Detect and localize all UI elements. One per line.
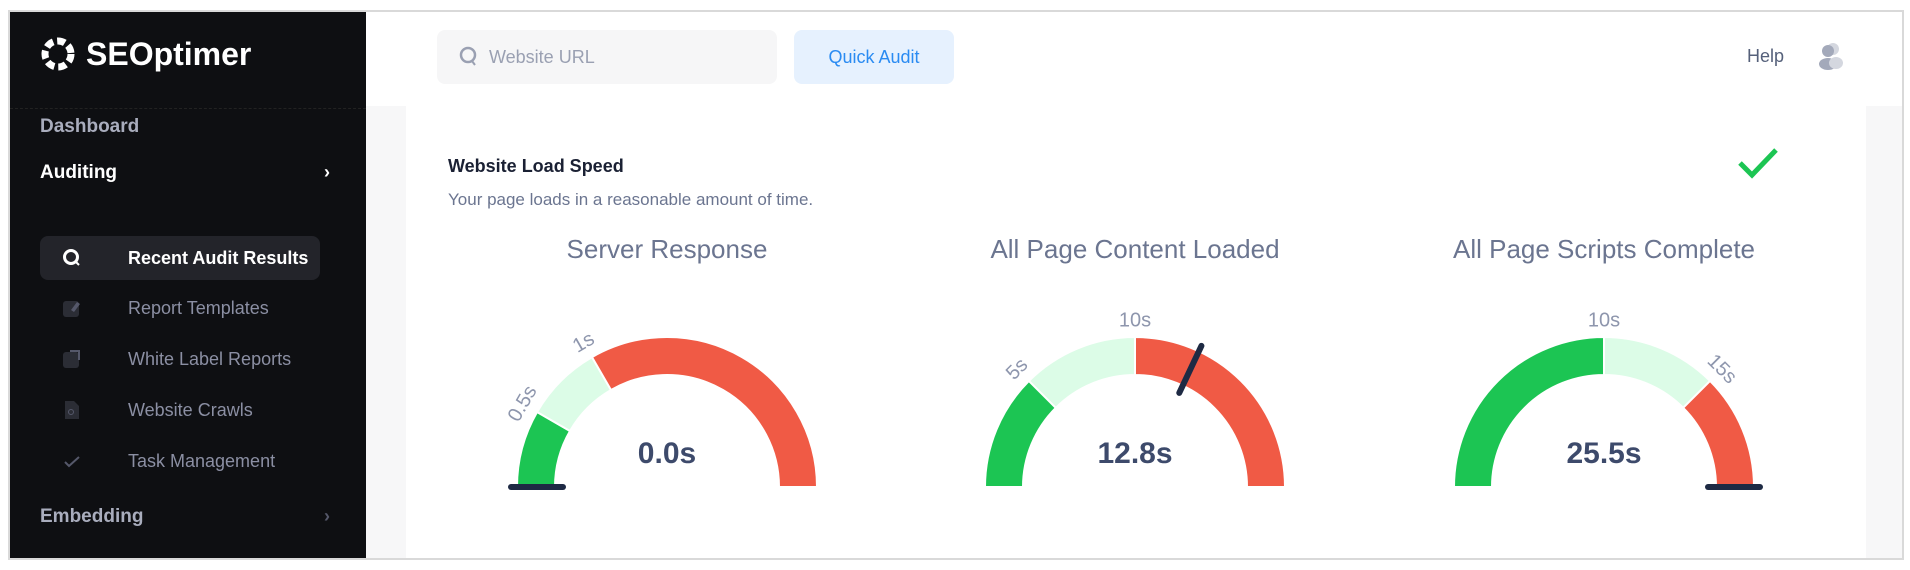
gear-logo-icon (41, 37, 75, 71)
gauge-tick-label: 1s (569, 328, 598, 358)
gauge-segment-bad (590, 336, 819, 488)
user-avatar-icon[interactable] (1818, 42, 1844, 70)
sidebar-item-recent-audit-results[interactable]: Recent Audit Results (40, 236, 320, 280)
gauge-value: 12.8s (1097, 437, 1172, 470)
gauge-title-content-loaded: All Page Content Loaded (990, 234, 1280, 264)
gauge-segment-bad (1134, 335, 1287, 488)
check-icon (64, 456, 80, 468)
brand-name: SEOptimer (86, 35, 252, 72)
label: White Label Reports (128, 348, 292, 369)
gauge-segment-ok (1027, 335, 1136, 410)
search-placeholder: Website URL (489, 46, 595, 67)
sidebar-item-task-management[interactable]: Task Management (40, 439, 320, 483)
sidebar-item-embedding[interactable]: Embedding › (40, 506, 330, 528)
check-pass-icon (1738, 148, 1778, 179)
quick-audit-button[interactable]: Quick Audit (794, 30, 954, 84)
logo[interactable]: SEOptimer (36, 32, 251, 76)
label: Embedding (40, 506, 144, 527)
divider (10, 108, 366, 109)
sidebar-item-white-label-reports[interactable]: White Label Reports (40, 337, 320, 381)
search-icon (459, 46, 477, 66)
gauge-segment-bad (1681, 379, 1756, 488)
card-subtitle: Your page loads in a reasonable amount o… (448, 190, 814, 209)
report-icon (63, 350, 80, 368)
chevron-right-icon: › (324, 506, 330, 526)
sidebar-item-dashboard[interactable]: Dashboard (40, 116, 139, 138)
app-window: SEOptimer Dashboard Auditing › Recent Aud… (8, 10, 1904, 560)
gauge-value: 0.0s (638, 437, 696, 470)
edit-icon (63, 301, 80, 317)
gauge-tick-label: 10s (1119, 309, 1151, 331)
gauge-tick-label: 10s (1588, 309, 1620, 331)
website-load-speed-card: Website Load Speed Your page loads in a … (406, 106, 1866, 558)
card-title: Website Load Speed (448, 156, 624, 176)
gauge-tick-label: 5s (1002, 354, 1032, 384)
sidebar-item-website-crawls[interactable]: Website Crawls (40, 388, 320, 432)
sidebar-item-report-templates[interactable]: Report Templates (40, 286, 320, 330)
gauge-needle (1176, 342, 1205, 396)
label: Dashboard (40, 116, 140, 137)
chevron-right-icon: › (324, 162, 330, 182)
label: Auditing (40, 162, 118, 183)
crawl-icon (65, 401, 79, 419)
sidebar-item-auditing[interactable]: Auditing › (40, 162, 330, 184)
gauge-title-scripts-complete: All Page Scripts Complete (1452, 234, 1756, 264)
label: Task Management (128, 450, 276, 471)
gauge-content-loaded: 5s 10s 12.8s (983, 309, 1287, 488)
label: Report Templates (128, 297, 269, 318)
top-bar: Website URL Quick Audit Help (366, 12, 1902, 106)
gauge-title-server-response: Server Response (566, 234, 768, 264)
gauge-value: 25.5s (1566, 437, 1641, 470)
label: Recent Audit Results (128, 247, 309, 268)
website-url-input[interactable]: Website URL (437, 30, 777, 84)
search-icon (63, 249, 80, 266)
help-link[interactable]: Help (1746, 46, 1784, 66)
label: Website Crawls (128, 399, 253, 420)
sidebar: SEOptimer Dashboard Auditing › Recent Aud… (10, 12, 366, 558)
